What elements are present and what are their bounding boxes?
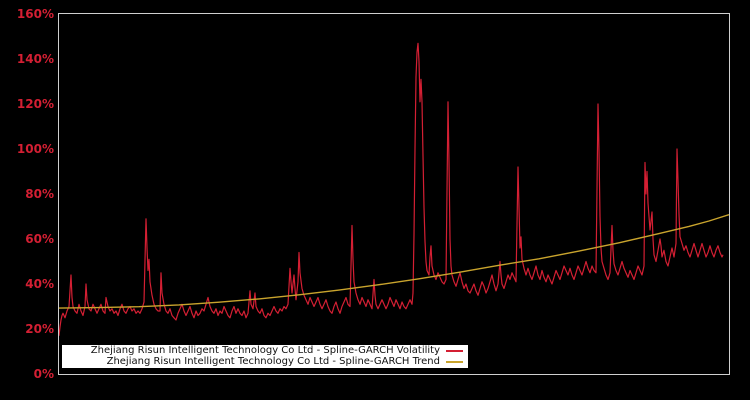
y-axis-tick-label: 60% — [25, 232, 54, 246]
chart-plot-area — [58, 13, 730, 375]
y-axis-tick-label: 120% — [16, 97, 54, 111]
chart-legend: Zhejiang Risun Intelligent Technology Co… — [62, 345, 468, 368]
legend-label-trend: Zhejiang Risun Intelligent Technology Co… — [106, 356, 440, 367]
legend-line-sample-volatility — [446, 350, 463, 352]
y-axis-tick-label: 20% — [25, 322, 54, 336]
y-axis-tick-label: 80% — [25, 187, 54, 201]
y-axis-tick-label: 40% — [25, 277, 54, 291]
y-axis-tick-label: 140% — [16, 52, 54, 66]
legend-line-sample-trend — [446, 361, 463, 363]
legend-item-trend: Zhejiang Risun Intelligent Technology Co… — [62, 357, 463, 367]
legend-item-volatility: Zhejiang Risun Intelligent Technology Co… — [62, 346, 463, 356]
legend-label-volatility: Zhejiang Risun Intelligent Technology Co… — [90, 345, 440, 356]
y-axis-tick-label: 100% — [16, 142, 54, 156]
volatility-line — [59, 42, 724, 336]
y-axis-tick-label: 160% — [16, 7, 54, 21]
chart-canvas — [59, 42, 729, 336]
trend-line — [59, 214, 729, 309]
y-axis-tick-label: 0% — [33, 367, 54, 381]
